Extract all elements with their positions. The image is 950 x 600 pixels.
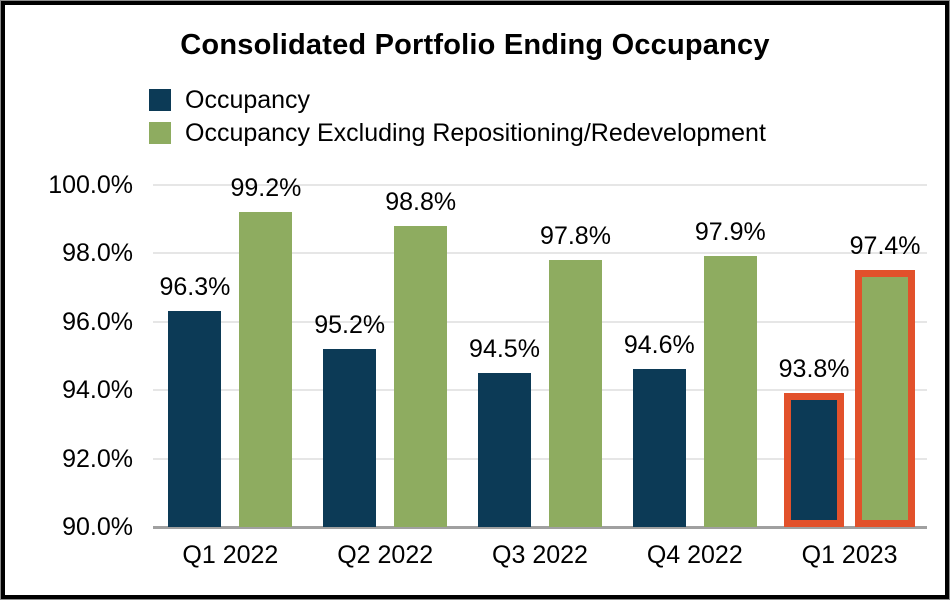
- legend-label-occupancy: Occupancy: [185, 86, 311, 114]
- bar-occupancy-excluding-repositioning-redevelopment-q1-2022: [239, 211, 293, 527]
- y-tick-label-90.0pct: 90.0%: [62, 513, 133, 541]
- bar-occupancy-q2-2022: [323, 348, 377, 527]
- chart-title: Consolidated Portfolio Ending Occupancy: [180, 29, 770, 61]
- bar-occupancy-excluding-repositioning-redevelopment-q1-2023: [855, 270, 916, 527]
- data-label-occupancy-q2-2022: 95.2%: [314, 310, 386, 339]
- data-label-occupancy-excluding-repositioning-redevelopment-q1-2022: 99.2%: [230, 173, 302, 202]
- bar-occupancy-excluding-repositioning-redevelopment-q2-2022: [394, 225, 448, 527]
- legend: Occupancy Occupancy Excluding Reposition…: [149, 87, 766, 153]
- x-tick-label-q1-2023: Q1 2023: [801, 541, 898, 569]
- bar-occupancy-q3-2022: [478, 372, 531, 527]
- y-tick-label-96.0pct: 96.0%: [62, 307, 133, 336]
- x-tick-label-q3-2022: Q3 2022: [492, 541, 588, 569]
- data-label-occupancy-q1-2022: 96.3%: [159, 273, 231, 302]
- gridline-94.0pct: [153, 389, 927, 391]
- x-axis-line: [153, 526, 927, 529]
- x-tick-label-q1-2022: Q1 2022: [182, 541, 279, 569]
- y-tick-label-92.0pct: 92.0%: [62, 444, 133, 473]
- data-label-occupancy-q4-2022: 94.6%: [623, 331, 695, 360]
- plot-area: 90.0% 92.0% 94.0% 96.0% 98.0% 100.0% 96.3% 95.2…: [5, 5, 945, 595]
- data-label-occupancy-excluding-repositioning-redevelopment-q4-2022: 97.9%: [694, 218, 766, 247]
- bar-occupancy-excluding-repositioning-redevelopment-q3-2022: [549, 259, 602, 527]
- x-tick-label-q2-2022: Q2 2022: [337, 541, 434, 569]
- legend-label-occupancy-excluding: Occupancy Excluding Repositioning/Redeve…: [185, 119, 766, 147]
- x-tick-label-q4-2022: Q4 2022: [646, 541, 743, 569]
- data-label-occupancy-q1-2023: 93.8%: [778, 355, 850, 384]
- legend-item-occupancy-excluding: Occupancy Excluding Repositioning/Redeve…: [149, 120, 766, 146]
- y-tick-label-98.0pct: 98.0%: [62, 239, 133, 267]
- gridline-92.0pct: [153, 457, 927, 460]
- gridline-100.0pct: [153, 183, 927, 186]
- legend-swatch-occupancy-excluding: [149, 122, 171, 144]
- bar-occupancy-excluding-repositioning-redevelopment-q4-2022: [703, 256, 757, 527]
- gridline-96.0pct: [153, 320, 927, 323]
- data-label-occupancy-excluding-repositioning-redevelopment-q1-2023: 97.4%: [849, 232, 921, 261]
- y-tick-label-100.0pct: 100.0%: [48, 170, 133, 199]
- data-label-occupancy-excluding-repositioning-redevelopment-q3-2022: 97.8%: [540, 221, 611, 250]
- data-label-occupancy-excluding-repositioning-redevelopment-q2-2022: 98.8%: [385, 187, 457, 216]
- legend-swatch-occupancy: [149, 89, 171, 111]
- bar-occupancy-q1-2023: [784, 393, 845, 527]
- y-tick-label-94.0pct: 94.0%: [62, 376, 133, 404]
- bar-occupancy-q1-2022: [168, 311, 222, 527]
- bar-occupancy-q4-2022: [632, 369, 686, 527]
- gridline-98.0pct: [153, 252, 927, 254]
- legend-item-occupancy: Occupancy: [149, 87, 766, 113]
- data-label-occupancy-q3-2022: 94.5%: [469, 334, 540, 363]
